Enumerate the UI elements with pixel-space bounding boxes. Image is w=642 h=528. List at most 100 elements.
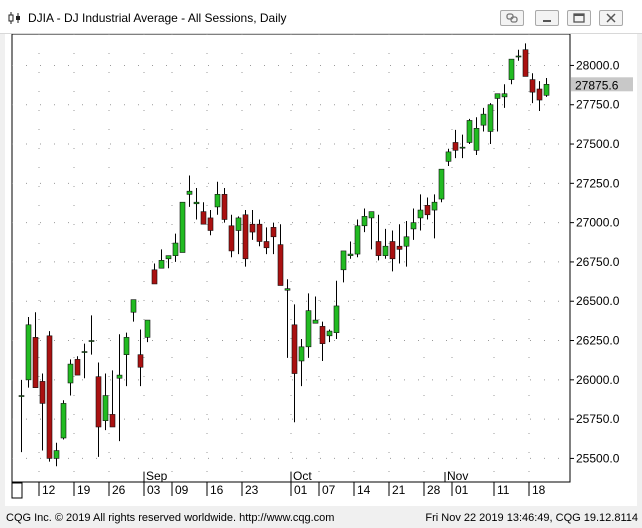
link-icon	[506, 13, 518, 23]
chart-area[interactable]: 25500.0 25750.0 26000.0 26250.0 26500.0 26750…	[5, 34, 637, 506]
candle-up[interactable]	[403, 221, 410, 267]
candle-down[interactable]	[46, 331, 53, 462]
candle-up[interactable]	[347, 241, 354, 259]
last-price-label: 27875.6	[575, 78, 619, 92]
candle-down[interactable]	[137, 329, 144, 387]
candlestick-chart[interactable]: 25500.0 25750.0 26000.0 26250.0 26500.0 26750…	[5, 34, 637, 506]
candle-up[interactable]	[179, 201, 186, 253]
candle-down[interactable]	[221, 188, 228, 223]
candle-up[interactable]	[382, 228, 389, 259]
candle-up[interactable]	[410, 208, 417, 240]
candle-down[interactable]	[375, 214, 382, 261]
candle-down[interactable]	[270, 222, 277, 255]
candle-up[interactable]	[53, 442, 60, 467]
candle-body	[60, 403, 67, 439]
candle-down[interactable]	[424, 197, 431, 220]
candle-up[interactable]	[123, 332, 130, 387]
candle-down[interactable]	[263, 227, 270, 255]
candle-body	[431, 201, 438, 211]
candle-down[interactable]	[529, 73, 536, 104]
candle-body	[242, 214, 249, 260]
close-button[interactable]	[599, 10, 623, 26]
day-label: 16	[210, 483, 224, 497]
time-scroll-handle[interactable]	[11, 482, 23, 499]
candle-body	[186, 190, 193, 195]
candle-up[interactable]	[508, 58, 515, 85]
candle-body	[522, 49, 529, 77]
candle-down[interactable]	[396, 224, 403, 264]
candle-up[interactable]	[18, 379, 25, 453]
candle-up[interactable]	[431, 194, 438, 239]
candle-up[interactable]	[543, 78, 550, 97]
candle-up[interactable]	[235, 216, 242, 255]
candle-up[interactable]	[501, 84, 508, 108]
candle-up[interactable]	[361, 208, 368, 233]
candle-up[interactable]	[487, 103, 494, 145]
candle-up[interactable]	[81, 343, 88, 379]
candle-up[interactable]	[214, 181, 221, 215]
candle-down[interactable]	[249, 210, 256, 240]
candle-body	[452, 142, 459, 151]
candle-up[interactable]	[333, 280, 340, 339]
candle-down[interactable]	[207, 210, 214, 236]
candle-up[interactable]	[144, 319, 151, 343]
link-button[interactable]	[500, 10, 524, 26]
candle-up[interactable]	[312, 296, 319, 324]
candle-up[interactable]	[459, 134, 466, 159]
candle-down[interactable]	[389, 230, 396, 272]
candle-down[interactable]	[256, 219, 263, 247]
candle-up[interactable]	[102, 373, 109, 431]
candle-up[interactable]	[158, 249, 165, 269]
candle-up[interactable]	[60, 400, 67, 440]
candle-up[interactable]	[480, 107, 487, 132]
candle-down[interactable]	[319, 321, 326, 361]
candle-body	[333, 305, 340, 333]
restore-button[interactable]	[567, 10, 591, 26]
candle-down[interactable]	[109, 370, 116, 428]
candle-up[interactable]	[298, 338, 305, 387]
candle-down[interactable]	[95, 362, 102, 457]
candle-down[interactable]	[151, 263, 158, 285]
candle-up[interactable]	[284, 279, 291, 358]
candle-body	[354, 225, 361, 255]
minimize-button[interactable]	[535, 10, 559, 26]
candle-up[interactable]	[473, 117, 480, 156]
price-axis-label: 26250.0	[576, 334, 620, 348]
price-axis-label: 27250.0	[576, 176, 620, 190]
candle-down[interactable]	[242, 210, 249, 267]
candle-up[interactable]	[326, 329, 333, 343]
candle-up[interactable]	[368, 211, 375, 250]
candle-down[interactable]	[200, 202, 207, 225]
candle-up[interactable]	[515, 49, 522, 61]
candle-up[interactable]	[88, 315, 95, 355]
last-price-box	[571, 77, 633, 92]
candle-up[interactable]	[494, 93, 501, 132]
candle-up[interactable]	[193, 188, 200, 220]
candle-down[interactable]	[536, 81, 543, 112]
candle-down[interactable]	[522, 43, 529, 77]
candle-up[interactable]	[354, 219, 361, 258]
candle-up[interactable]	[466, 118, 473, 145]
candle-down[interactable]	[277, 224, 284, 286]
candle-up[interactable]	[172, 233, 179, 262]
candle-up[interactable]	[25, 316, 32, 388]
candle-down[interactable]	[452, 129, 459, 159]
candle-down[interactable]	[39, 373, 46, 451]
candle-up[interactable]	[305, 293, 312, 358]
candle-up[interactable]	[186, 175, 193, 207]
candle-down[interactable]	[74, 356, 81, 376]
candle-up[interactable]	[165, 255, 172, 269]
candle-up[interactable]	[417, 194, 424, 231]
candle-up[interactable]	[116, 334, 123, 442]
candle-body	[270, 227, 277, 238]
candle-up[interactable]	[445, 148, 452, 167]
candle-down[interactable]	[291, 304, 298, 423]
candle-up[interactable]	[130, 299, 137, 322]
candle-up[interactable]	[438, 168, 445, 203]
candle-up[interactable]	[340, 250, 347, 283]
candle-up[interactable]	[67, 359, 74, 396]
candle-down[interactable]	[32, 312, 39, 388]
candle-body	[249, 223, 256, 233]
candle-down[interactable]	[228, 214, 235, 258]
candle-body	[340, 250, 347, 271]
